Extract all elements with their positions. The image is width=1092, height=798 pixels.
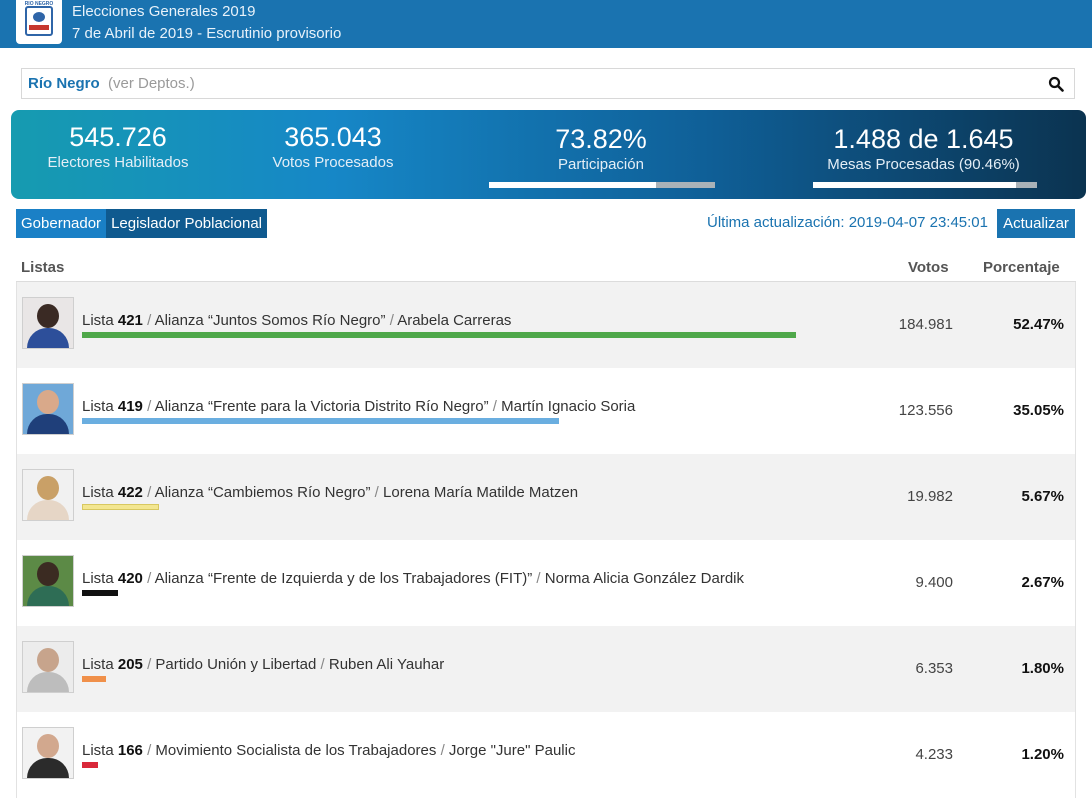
election-title: Elecciones Generales 2019: [72, 3, 256, 20]
result-row[interactable]: Lista 166 / Movimiento Socialista de los…: [16, 712, 1076, 798]
mesas-value: 1.488 de 1.645: [833, 124, 1014, 154]
electores-value: 545.726: [69, 122, 167, 152]
percentage-bar: [82, 332, 796, 338]
candidate-photo: [22, 641, 74, 693]
rio-negro-logo[interactable]: RIO NEGRO: [16, 0, 62, 44]
district-name: Río Negro: [28, 75, 100, 92]
party-name: Alianza “Cambiemos Río Negro”: [154, 484, 371, 501]
participacion-progress-bar: [489, 182, 715, 188]
percentage-value: 1.20%: [1021, 746, 1064, 763]
percentage-bar: [82, 762, 98, 768]
party-name: Partido Unión y Libertad: [155, 656, 317, 673]
category-tabs: Gobernador Legislador Poblacional: [16, 209, 267, 238]
result-row[interactable]: Lista 419 / Alianza “Frente para la Vict…: [16, 368, 1076, 454]
list-description: Lista 422 / Alianza “Cambiemos Río Negro…: [82, 484, 579, 501]
percentage-value: 2.67%: [1021, 574, 1064, 591]
stat-participacion: 73.82% Participación: [491, 124, 711, 173]
tab-gobernador[interactable]: Gobernador: [16, 209, 107, 238]
percentage-bar: [82, 504, 159, 510]
candidate-photo: [22, 383, 74, 435]
district-search-bar[interactable]: Río Negro (ver Deptos.): [21, 68, 1075, 99]
list-number: 166: [117, 742, 143, 759]
candidate-photo: [22, 555, 74, 607]
percentage-value: 52.47%: [1013, 316, 1064, 333]
candidate-photo: [22, 469, 74, 521]
refresh-button[interactable]: Actualizar: [997, 209, 1075, 238]
candidate-name: Martín Ignacio Soria: [501, 398, 636, 415]
party-name: Movimiento Socialista de los Trabajadore…: [155, 742, 437, 759]
list-number: 420: [117, 570, 143, 587]
stat-mesas: 1.488 de 1.645 Mesas Procesadas (90.46%): [801, 124, 1046, 173]
votos-label: Votos Procesados: [272, 154, 394, 171]
top-header: RIO NEGRO Elecciones Generales 2019 7 de…: [0, 0, 1092, 48]
percentage-bar: [82, 418, 559, 424]
percentage-bar: [82, 590, 118, 596]
percentage-value: 35.05%: [1013, 402, 1064, 419]
party-name: Alianza “Frente para la Victoria Distrit…: [154, 398, 489, 415]
list-number: 419: [117, 398, 143, 415]
view-departments-link[interactable]: (ver Deptos.): [108, 75, 195, 92]
header-divider: [16, 281, 1076, 282]
candidate-name: Arabela Carreras: [397, 312, 512, 329]
last-update-text: Última actualización: 2019-04-07 23:45:0…: [706, 214, 988, 231]
percentage-bar: [82, 676, 106, 682]
percentage-value: 1.80%: [1021, 660, 1064, 677]
col-header-listas: Listas: [21, 259, 65, 276]
list-description: Lista 420 / Alianza “Frente de Izquierda…: [82, 570, 745, 587]
result-row[interactable]: Lista 205 / Partido Unión y Libertad / R…: [16, 626, 1076, 712]
list-description: Lista 419 / Alianza “Frente para la Vict…: [82, 398, 636, 415]
tab-legislador-poblacional[interactable]: Legislador Poblacional: [106, 209, 267, 238]
search-icon[interactable]: [1048, 76, 1064, 92]
participacion-label: Participación: [558, 156, 644, 173]
mesas-label: Mesas Procesadas (90.46%): [827, 156, 1020, 173]
candidate-name: Jorge "Jure" Paulic: [448, 742, 576, 759]
votes-count: 9.400: [915, 574, 953, 591]
votes-count: 123.556: [898, 402, 953, 419]
result-row[interactable]: Lista 421 / Alianza “Juntos Somos Río Ne…: [16, 282, 1076, 368]
candidate-name: Norma Alicia González Dardik: [544, 570, 745, 587]
list-number: 421: [117, 312, 143, 329]
mesas-progress-bar: [813, 182, 1037, 188]
mesas-progress-fill: [813, 182, 1016, 188]
candidate-name: Ruben Ali Yauhar: [328, 656, 445, 673]
result-row[interactable]: Lista 420 / Alianza “Frente de Izquierda…: [16, 540, 1076, 626]
participacion-progress-fill: [489, 182, 656, 188]
electores-label: Electores Habilitados: [47, 154, 189, 171]
candidate-photo: [22, 297, 74, 349]
votes-count: 184.981: [898, 316, 953, 333]
candidate-photo: [22, 727, 74, 779]
party-name: Alianza “Juntos Somos Río Negro”: [154, 312, 386, 329]
votes-count: 4.233: [915, 746, 953, 763]
election-subtitle: 7 de Abril de 2019 - Escrutinio provisor…: [72, 25, 342, 42]
candidate-name: Lorena María Matilde Matzen: [383, 484, 579, 501]
party-name: Alianza “Frente de Izquierda y de los Tr…: [154, 570, 533, 587]
result-row[interactable]: Lista 422 / Alianza “Cambiemos Río Negro…: [16, 454, 1076, 540]
stat-electores: 545.726 Electores Habilitados: [28, 122, 208, 171]
stats-banner: 545.726 Electores Habilitados 365.043 Vo…: [11, 110, 1086, 199]
list-description: Lista 205 / Partido Unión y Libertad / R…: [82, 656, 445, 673]
stat-votos: 365.043 Votos Procesados: [243, 122, 423, 171]
logo-text: RIO NEGRO: [24, 1, 54, 7]
votos-value: 365.043: [284, 122, 382, 152]
participacion-value: 73.82%: [555, 124, 647, 154]
list-description: Lista 166 / Movimiento Socialista de los…: [82, 742, 576, 759]
percentage-value: 5.67%: [1021, 488, 1064, 505]
col-header-porcentaje: Porcentaje: [983, 259, 1060, 276]
list-description: Lista 421 / Alianza “Juntos Somos Río Ne…: [82, 312, 512, 329]
col-header-votos: Votos: [908, 259, 949, 276]
votes-count: 19.982: [907, 488, 953, 505]
list-number: 205: [117, 656, 143, 673]
votes-count: 6.353: [915, 660, 953, 677]
list-number: 422: [117, 484, 143, 501]
results-list: Lista 421 / Alianza “Juntos Somos Río Ne…: [16, 282, 1076, 798]
